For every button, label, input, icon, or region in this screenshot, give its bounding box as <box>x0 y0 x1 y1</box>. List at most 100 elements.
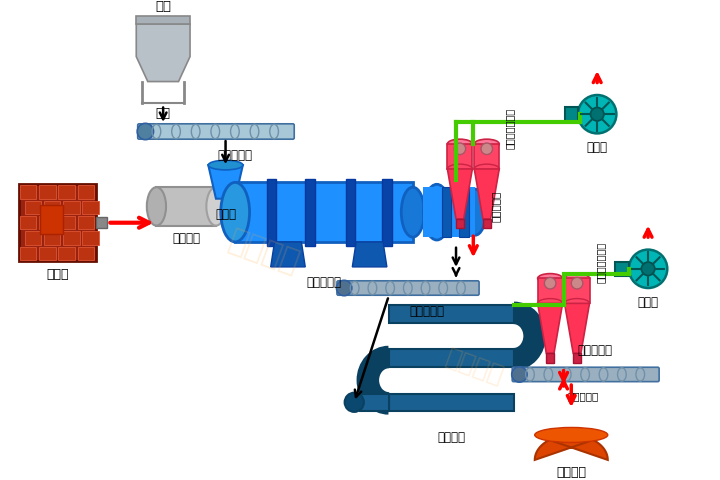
Text: 螺旋输送机: 螺旋输送机 <box>217 149 253 162</box>
Text: 高效旋风除尘器: 高效旋风除尘器 <box>505 108 515 149</box>
Polygon shape <box>352 242 387 267</box>
Bar <box>382 179 392 246</box>
Bar <box>389 349 513 367</box>
Bar <box>25 231 41 245</box>
Bar <box>25 201 41 214</box>
Bar <box>447 144 472 169</box>
Circle shape <box>590 108 604 121</box>
Ellipse shape <box>208 160 243 170</box>
Text: 原料: 原料 <box>155 0 171 13</box>
Ellipse shape <box>474 139 499 149</box>
Polygon shape <box>535 435 608 460</box>
Circle shape <box>345 393 364 412</box>
Bar <box>44 201 60 214</box>
Text: 东鼎干燥: 东鼎干燥 <box>443 345 508 388</box>
Bar <box>423 187 450 237</box>
Bar <box>474 144 499 169</box>
Bar <box>63 201 80 214</box>
Bar <box>389 305 513 323</box>
Polygon shape <box>564 303 590 353</box>
FancyBboxPatch shape <box>512 367 659 382</box>
FancyBboxPatch shape <box>138 124 294 139</box>
Bar <box>235 182 413 242</box>
Bar <box>40 216 55 229</box>
Bar <box>389 394 513 411</box>
Text: 引风机: 引风机 <box>638 296 659 309</box>
Bar <box>58 185 75 199</box>
Circle shape <box>571 277 582 289</box>
Text: 东鼎干燥: 东鼎干燥 <box>225 226 303 277</box>
Bar <box>78 216 94 229</box>
Bar <box>40 247 55 260</box>
Text: 冷却系统: 冷却系统 <box>437 431 465 444</box>
Text: 高效旋风除尘器: 高效旋风除尘器 <box>595 242 606 283</box>
Circle shape <box>544 277 556 289</box>
Ellipse shape <box>538 274 562 283</box>
Bar <box>78 247 94 260</box>
Circle shape <box>512 367 527 382</box>
Circle shape <box>336 280 352 296</box>
Text: 给料器: 给料器 <box>215 208 236 221</box>
Bar <box>538 278 562 303</box>
Ellipse shape <box>447 164 472 174</box>
Text: 热风炉: 热风炉 <box>46 268 69 281</box>
Ellipse shape <box>564 299 590 308</box>
Ellipse shape <box>474 164 499 174</box>
Text: 引风机: 引风机 <box>587 141 608 154</box>
Bar <box>96 217 107 228</box>
Bar <box>305 179 315 246</box>
Bar <box>58 216 75 229</box>
Bar <box>616 262 629 276</box>
Bar <box>58 247 75 260</box>
Text: 干后产品: 干后产品 <box>557 466 586 479</box>
Bar <box>483 219 490 228</box>
Bar <box>267 179 276 246</box>
Bar <box>437 187 475 237</box>
Bar <box>78 185 94 199</box>
Ellipse shape <box>401 187 424 237</box>
Circle shape <box>578 95 616 133</box>
Circle shape <box>138 123 153 140</box>
Bar <box>136 16 190 24</box>
Bar <box>44 231 60 245</box>
Bar <box>573 353 581 363</box>
Bar <box>346 179 355 246</box>
Bar <box>156 187 216 226</box>
Circle shape <box>642 262 654 276</box>
Circle shape <box>629 250 667 288</box>
Ellipse shape <box>207 187 225 226</box>
Text: 料仓: 料仓 <box>156 107 171 120</box>
Bar <box>564 108 578 121</box>
Bar <box>83 201 99 214</box>
Polygon shape <box>447 169 472 219</box>
Text: 螺旋输送机: 螺旋输送机 <box>577 344 613 357</box>
Ellipse shape <box>147 187 166 226</box>
Text: 螺旋输送机: 螺旋输送机 <box>410 305 445 318</box>
Bar <box>83 231 99 245</box>
Ellipse shape <box>447 139 472 149</box>
Polygon shape <box>208 165 243 199</box>
Ellipse shape <box>535 428 608 443</box>
Ellipse shape <box>538 299 562 308</box>
Bar <box>19 184 96 261</box>
Bar <box>40 185 55 199</box>
Bar <box>456 219 464 228</box>
Ellipse shape <box>464 189 486 235</box>
Text: 滚筒烘干机: 滚筒烘干机 <box>307 276 341 289</box>
Bar <box>40 205 63 234</box>
Text: 热风管道: 热风管道 <box>172 232 200 245</box>
Circle shape <box>454 143 466 155</box>
Polygon shape <box>136 24 190 82</box>
Bar <box>20 185 37 199</box>
Circle shape <box>481 143 492 155</box>
Polygon shape <box>271 242 305 267</box>
FancyBboxPatch shape <box>337 281 479 295</box>
Bar <box>546 353 554 363</box>
Bar <box>360 394 389 411</box>
Text: 螺旋输送机: 螺旋输送机 <box>567 391 598 401</box>
Text: 密封排料器: 密封排料器 <box>490 191 500 222</box>
Polygon shape <box>474 169 499 219</box>
Bar <box>20 216 37 229</box>
Bar <box>63 231 80 245</box>
Bar <box>459 187 469 237</box>
